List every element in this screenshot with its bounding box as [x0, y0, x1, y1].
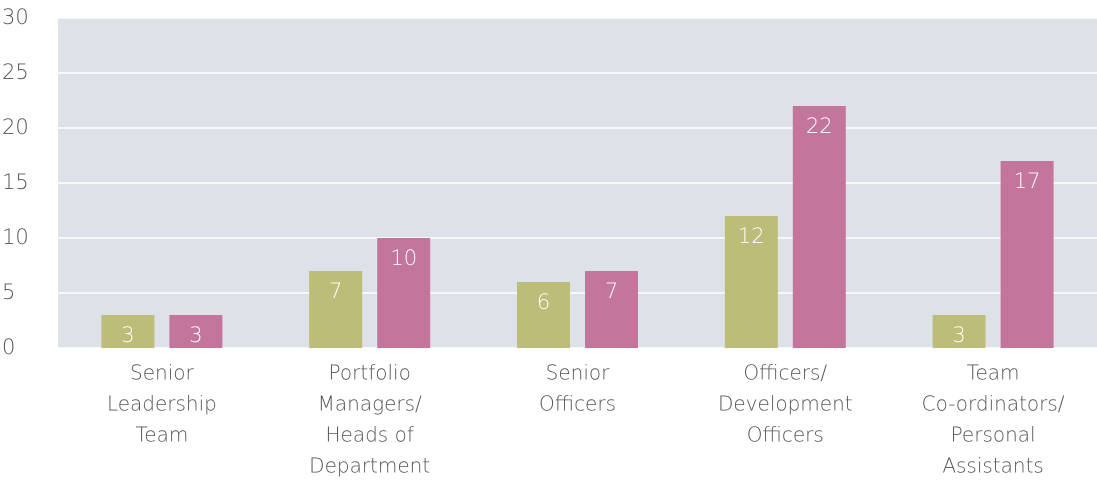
- x-tick-label: Portfolio: [329, 361, 411, 385]
- x-tick-label: Team: [967, 361, 1020, 385]
- value-label: 7: [329, 279, 342, 303]
- bar: [517, 282, 570, 348]
- value-label: 6: [537, 290, 550, 314]
- value-label: 17: [1014, 169, 1041, 193]
- value-label: 10: [390, 246, 417, 270]
- bar: [792, 106, 846, 348]
- y-tick-label: 0: [2, 335, 15, 359]
- x-tick-label: Officers/: [743, 361, 827, 385]
- value-label: 7: [605, 279, 618, 303]
- x-tick-label: Team: [135, 423, 188, 447]
- y-tick-label: 10: [2, 225, 29, 249]
- x-tick-label: Co-ordinators/: [922, 392, 1065, 416]
- x-tick-label: Officers: [539, 392, 616, 416]
- bar: [724, 216, 778, 348]
- y-tick-label: 15: [2, 170, 29, 194]
- y-tick-label: 5: [2, 280, 15, 304]
- value-label: 3: [189, 323, 202, 347]
- x-tick-label: Leadership: [107, 392, 217, 416]
- bar: [377, 238, 431, 348]
- bar: [1000, 161, 1054, 348]
- x-tick-label: Heads of: [326, 423, 414, 447]
- value-label: 3: [121, 323, 134, 347]
- value-label: 3: [952, 323, 965, 347]
- bar: [585, 271, 638, 348]
- x-tick-label: Officers: [747, 423, 824, 447]
- bar: [101, 315, 155, 348]
- x-tick-label: Managers/: [318, 392, 422, 416]
- bar: [169, 315, 223, 348]
- value-label: 22: [806, 114, 833, 138]
- value-label: 12: [738, 224, 765, 248]
- bar: [932, 315, 986, 348]
- x-tick-label: Development: [718, 392, 853, 416]
- x-tick-label: Department: [309, 454, 430, 478]
- x-tick-label: Senior: [546, 361, 610, 385]
- x-tick-label: Personal: [951, 423, 1036, 447]
- y-tick-label: 25: [2, 60, 29, 84]
- y-tick-label: 30: [2, 5, 29, 29]
- x-tick-label: Senior: [130, 361, 194, 385]
- y-tick-label: 20: [2, 115, 29, 139]
- x-tick-label: Assistants: [942, 454, 1044, 478]
- bar: [309, 271, 363, 348]
